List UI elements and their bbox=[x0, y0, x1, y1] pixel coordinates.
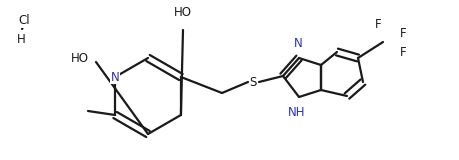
Text: NH: NH bbox=[288, 106, 305, 119]
Text: N: N bbox=[293, 37, 302, 50]
Text: Cl: Cl bbox=[18, 14, 29, 27]
Text: F: F bbox=[374, 17, 381, 31]
Text: S: S bbox=[249, 76, 256, 88]
Text: H: H bbox=[17, 33, 26, 46]
Text: N: N bbox=[111, 71, 119, 84]
Text: HO: HO bbox=[174, 6, 191, 19]
Text: F: F bbox=[399, 27, 406, 40]
Text: HO: HO bbox=[71, 52, 89, 64]
Text: F: F bbox=[399, 45, 406, 59]
